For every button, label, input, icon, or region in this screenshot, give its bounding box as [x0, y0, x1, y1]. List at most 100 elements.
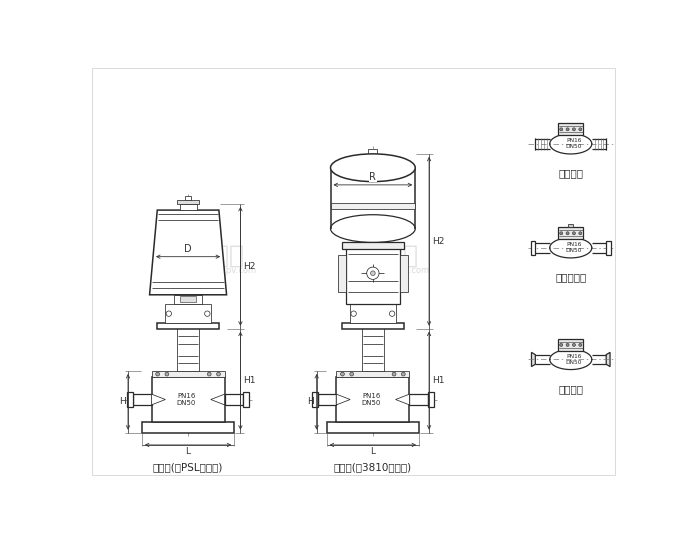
Text: PN16: PN16: [177, 393, 196, 399]
Circle shape: [165, 372, 169, 376]
Bar: [428, 392, 434, 407]
Bar: [569, 224, 573, 227]
Circle shape: [366, 267, 379, 279]
Circle shape: [402, 372, 405, 376]
Text: 低温型(配3810执行器): 低温型(配3810执行器): [334, 463, 412, 473]
Circle shape: [205, 311, 210, 316]
Bar: [165, 304, 211, 323]
Text: L: L: [371, 447, 375, 456]
Bar: [338, 255, 346, 292]
Bar: [177, 200, 199, 204]
Text: H2: H2: [244, 262, 256, 271]
Text: PN16: PN16: [566, 138, 582, 143]
Circle shape: [166, 311, 172, 316]
Bar: [152, 377, 225, 422]
Bar: [558, 123, 583, 136]
Bar: [185, 196, 191, 200]
Bar: [336, 371, 409, 377]
Bar: [400, 255, 408, 292]
Bar: [243, 392, 249, 407]
Text: R: R: [369, 172, 376, 182]
Bar: [331, 203, 415, 209]
Circle shape: [573, 128, 575, 131]
Text: DN50: DN50: [362, 400, 381, 406]
Text: www.shengcpv.com: www.shengcpv.com: [173, 266, 257, 275]
Circle shape: [217, 372, 220, 376]
Bar: [531, 240, 535, 255]
Bar: [342, 323, 404, 329]
Text: H2: H2: [432, 237, 444, 246]
Polygon shape: [607, 352, 610, 366]
Circle shape: [566, 232, 569, 235]
Polygon shape: [150, 210, 226, 295]
Text: 低温型(配PSL执行器): 低温型(配PSL执行器): [153, 463, 224, 473]
Bar: [312, 392, 318, 407]
Text: H1: H1: [244, 376, 256, 385]
Bar: [180, 296, 196, 302]
Bar: [133, 394, 152, 405]
Polygon shape: [210, 394, 225, 405]
Circle shape: [573, 343, 575, 346]
Circle shape: [560, 232, 563, 235]
Text: H: H: [119, 398, 126, 406]
Circle shape: [566, 128, 569, 131]
Bar: [558, 227, 583, 239]
Text: PN16: PN16: [566, 242, 582, 247]
Bar: [607, 240, 611, 255]
Polygon shape: [336, 394, 350, 405]
Polygon shape: [395, 394, 409, 405]
Bar: [368, 149, 377, 155]
Text: 晟昌阀门: 晟昌阀门: [358, 244, 418, 267]
Bar: [179, 204, 197, 210]
Polygon shape: [152, 394, 166, 405]
Bar: [409, 394, 428, 405]
Circle shape: [351, 311, 356, 316]
Circle shape: [392, 372, 396, 376]
Bar: [157, 323, 219, 329]
Bar: [331, 168, 415, 243]
Text: DN50: DN50: [566, 360, 582, 365]
Circle shape: [389, 311, 395, 316]
Bar: [177, 325, 199, 371]
Bar: [350, 304, 396, 323]
Bar: [174, 295, 202, 304]
Bar: [225, 394, 243, 405]
Circle shape: [371, 271, 375, 275]
Circle shape: [579, 232, 582, 235]
Text: PN16: PN16: [566, 354, 582, 359]
Text: DN50: DN50: [566, 144, 582, 150]
Bar: [362, 325, 384, 371]
Circle shape: [156, 372, 159, 376]
Text: DN50: DN50: [177, 400, 196, 406]
Bar: [127, 392, 133, 407]
Bar: [558, 339, 583, 351]
Text: H: H: [308, 398, 315, 406]
Bar: [336, 377, 409, 422]
Circle shape: [350, 372, 353, 376]
Text: www.shengcpv.com: www.shengcpv.com: [346, 266, 430, 275]
Bar: [342, 243, 404, 249]
Bar: [318, 394, 336, 405]
Bar: [346, 243, 400, 304]
Circle shape: [573, 232, 575, 235]
Text: 对焊连接: 对焊连接: [558, 384, 583, 394]
Ellipse shape: [331, 215, 415, 243]
Circle shape: [341, 372, 344, 376]
Text: D: D: [184, 244, 192, 253]
Bar: [326, 422, 419, 433]
Text: L: L: [186, 447, 190, 456]
Text: 承插焊连接: 承插焊连接: [555, 272, 586, 282]
Circle shape: [566, 343, 569, 346]
Text: PN16: PN16: [362, 393, 380, 399]
Bar: [152, 371, 225, 377]
Bar: [142, 422, 235, 433]
Circle shape: [207, 372, 211, 376]
Text: DN50: DN50: [566, 249, 582, 253]
Circle shape: [560, 128, 563, 131]
Text: 晟昌阀门: 晟昌阀门: [185, 244, 245, 267]
Text: 螺纹连接: 螺纹连接: [558, 168, 583, 179]
Circle shape: [579, 343, 582, 346]
Ellipse shape: [331, 154, 415, 182]
Circle shape: [579, 128, 582, 131]
Polygon shape: [531, 352, 535, 366]
